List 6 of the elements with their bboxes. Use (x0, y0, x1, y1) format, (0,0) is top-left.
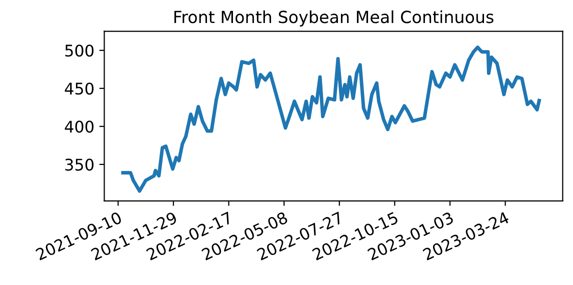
y-tick-label: 350 (65, 158, 94, 171)
y-tick-label: 450 (64, 82, 94, 95)
y-tick-label: 400 (64, 120, 94, 133)
line-series (121, 46, 541, 193)
y-tick-label: 500 (65, 44, 94, 57)
chart-title: Front Month Soybean Meal Continuous (174, 10, 494, 26)
